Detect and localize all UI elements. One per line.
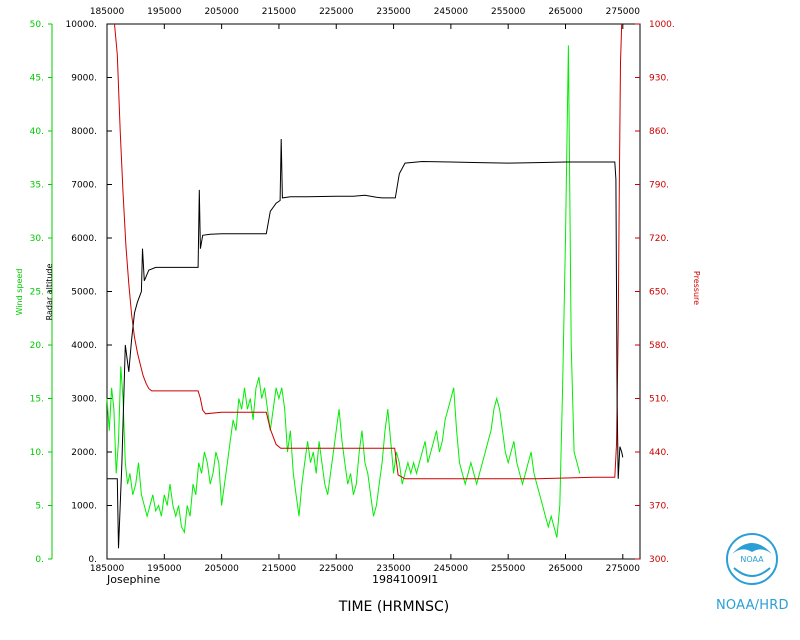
pressure-tick-label: 930. [649, 74, 669, 84]
x-tick-label-top: 235000 [376, 7, 411, 17]
wind-tick-label: 0. [35, 555, 44, 565]
x-tick-label-bottom: 205000 [204, 564, 239, 574]
wind-tick-label: 50. [30, 20, 44, 30]
flight-id: 19841009I1 [372, 573, 438, 586]
x-tick-label-top: 245000 [434, 7, 469, 17]
x-tick-label-top: 225000 [319, 7, 354, 17]
x-tick-label-bottom: 255000 [491, 564, 526, 574]
pressure-tick-label: 1000. [649, 20, 675, 30]
series-layer [106, 23, 624, 549]
series-radar-altitude [107, 138, 624, 549]
pressure-tick-label: 440. [649, 448, 669, 458]
x-tick-label-bottom: 195000 [147, 564, 182, 574]
wind-tick-label: 45. [30, 74, 44, 84]
series-wind-speed [106, 45, 581, 538]
x-tick-label-top: 215000 [262, 7, 297, 17]
altitude-tick-label: 4000. [71, 341, 97, 351]
x-tick-label-top: 195000 [147, 7, 182, 17]
pressure-tick-label: 370. [649, 502, 669, 512]
altitude-tick-label: 2000. [71, 448, 97, 458]
altitude-tick-label: 6000. [71, 234, 97, 244]
noaa-logo: NOAA [712, 522, 800, 617]
x-tick-label-bottom: 215000 [262, 564, 297, 574]
altitude-tick-label: 8000. [71, 127, 97, 137]
altitude-tick-label: 1000. [71, 502, 97, 512]
pressure-tick-label: 790. [649, 181, 669, 191]
x-tick-label-bottom: 245000 [434, 564, 469, 574]
pressure-tick-label: 580. [649, 341, 669, 351]
labels-layer: 185000 185000 195000 195000 205000 205000 2150… [15, 7, 701, 615]
pressure-tick-label: 720. [649, 234, 669, 244]
series-pressure [114, 23, 623, 480]
wind-tick-label: 35. [30, 181, 44, 191]
noaa-emblem-text: NOAA [740, 555, 764, 564]
x-tick-label-top: 275000 [606, 7, 641, 17]
wind-tick-label: 15. [30, 395, 44, 405]
wind-tick-label: 25. [30, 288, 44, 298]
pressure-axis-label: Pressure [692, 271, 701, 305]
wind-axis-label: Wind speed [15, 269, 24, 316]
x-tick-label-top: 265000 [548, 7, 583, 17]
wind-tick-label: 20. [30, 341, 44, 351]
altitude-tick-label: 3000. [71, 395, 97, 405]
x-axis-title: TIME (HRMNSC) [338, 599, 449, 615]
pressure-tick-label: 300. [649, 555, 669, 565]
x-tick-label-bottom: 185000 [90, 564, 125, 574]
x-tick-label-top: 255000 [491, 7, 526, 17]
pressure-tick-label: 510. [649, 395, 669, 405]
altitude-tick-label: 10000. [66, 20, 98, 30]
noaa-emblem-icon: NOAA [726, 533, 778, 585]
wind-tick-label: 10. [30, 448, 44, 458]
x-tick-label-bottom: 235000 [376, 564, 411, 574]
altitude-axis-label: Radar altitude [45, 264, 54, 321]
x-tick-label-bottom: 265000 [548, 564, 583, 574]
x-tick-label-top: 205000 [204, 7, 239, 17]
altitude-tick-label: 7000. [71, 181, 97, 191]
pressure-tick-label: 860. [649, 127, 669, 137]
x-tick-label-top: 185000 [90, 7, 125, 17]
pressure-tick-label: 650. [649, 288, 669, 298]
wind-tick-label: 30. [30, 234, 44, 244]
altitude-tick-label: 0. [88, 555, 97, 565]
x-tick-label-bottom: 275000 [606, 564, 641, 574]
altitude-tick-label: 5000. [71, 288, 97, 298]
wind-tick-label: 40. [30, 127, 44, 137]
wind-tick-label: 5. [35, 502, 44, 512]
altitude-tick-label: 9000. [71, 74, 97, 84]
storm-name: Josephine [106, 573, 160, 586]
noaa-hrd-label: NOAA/HRD [716, 598, 789, 613]
axis-ticks [48, 23, 640, 560]
x-tick-label-bottom: 225000 [319, 564, 354, 574]
